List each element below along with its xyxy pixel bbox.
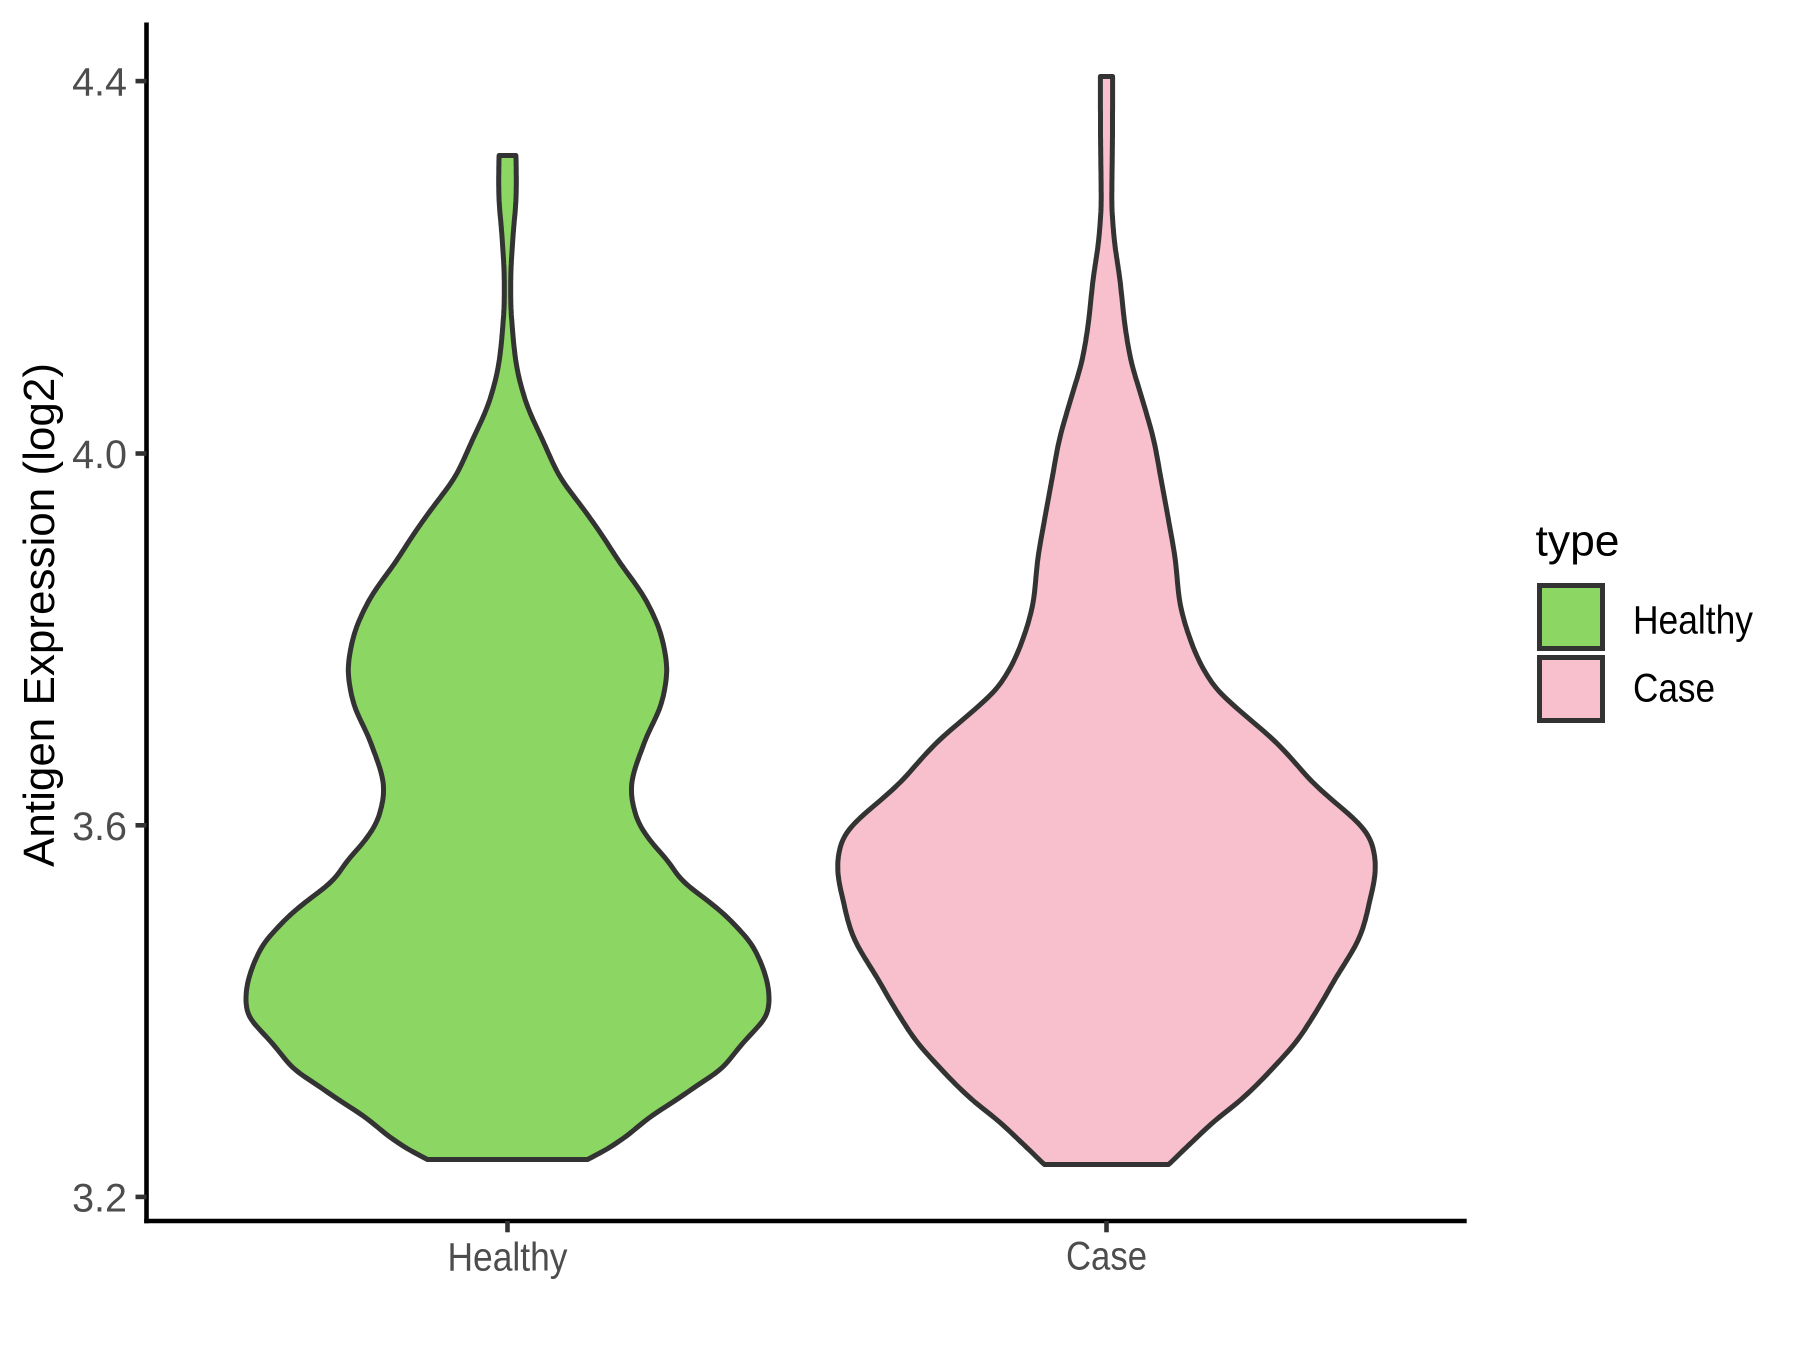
svg-text:Healthy: Healthy <box>1633 599 1753 643</box>
svg-text:Case: Case <box>1066 1235 1147 1279</box>
svg-text:4.4: 4.4 <box>72 61 127 105</box>
svg-text:Case: Case <box>1633 667 1715 711</box>
svg-text:3.6: 3.6 <box>72 805 127 849</box>
svg-text:Antigen Expression (log2): Antigen Expression (log2) <box>16 363 64 867</box>
svg-text:3.2: 3.2 <box>72 1176 127 1220</box>
svg-text:4.0: 4.0 <box>72 433 127 477</box>
svg-text:type: type <box>1536 517 1620 566</box>
svg-text:Healthy: Healthy <box>448 1236 568 1280</box>
